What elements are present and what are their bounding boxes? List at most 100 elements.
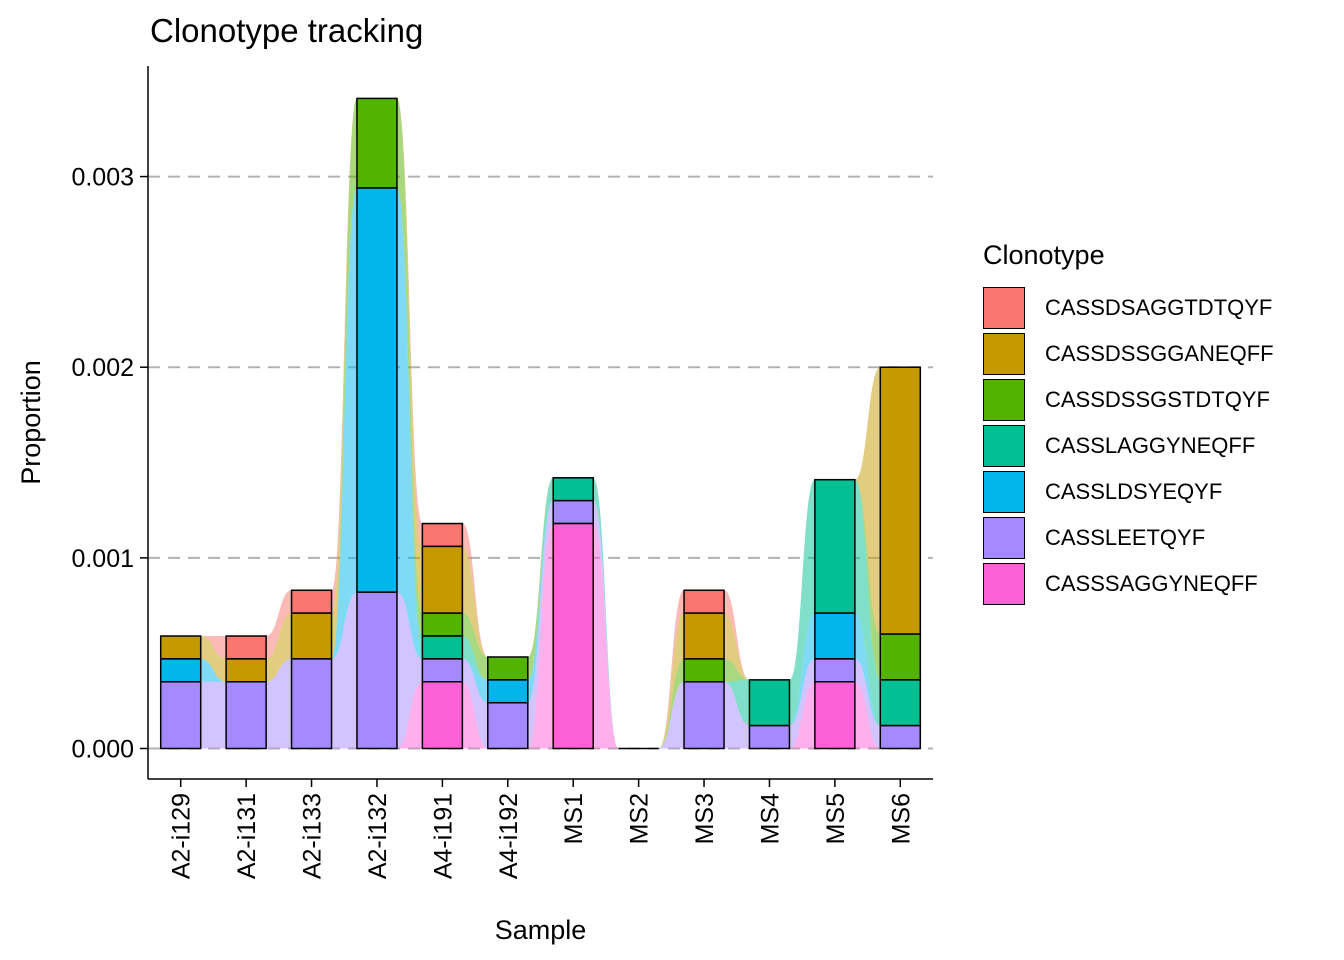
- bar-segment: [814, 478, 856, 614]
- flow-band: [724, 681, 750, 749]
- x-tick-label: MS1: [560, 793, 588, 844]
- bar-segment: [225, 681, 267, 750]
- x-tick-label: A2-i129: [168, 793, 196, 879]
- y-tick-label: 0.003: [71, 164, 134, 192]
- legend-item: CASSSAGGYNEQFF: [983, 561, 1274, 607]
- bar-segment: [879, 724, 922, 750]
- flow-band: [854, 658, 881, 749]
- flow-band: [593, 477, 619, 749]
- x-axis-title: Sample: [495, 915, 587, 945]
- legend-label: CASSLDSYEQYF: [1045, 479, 1223, 504]
- legend-label: CASSDSAGGTDTQYF: [1045, 295, 1273, 320]
- bar-segment: [879, 366, 922, 635]
- x-tick-label: MS3: [691, 793, 719, 844]
- bar-segment: [421, 681, 464, 750]
- flow-band: [396, 188, 423, 659]
- bar-segment: [290, 612, 333, 660]
- legend-swatch: [983, 471, 1025, 513]
- x-tick-label: MS5: [822, 793, 850, 844]
- bar-segment: [421, 658, 464, 683]
- stacked-bars: [159, 97, 922, 750]
- flow-band: [593, 523, 619, 749]
- flow-band: [200, 636, 227, 682]
- flow-band: [854, 479, 881, 726]
- flow-band: [789, 658, 815, 749]
- flow-band: [854, 367, 881, 635]
- flow-band: [462, 523, 488, 657]
- x-tick-label: A2-i133: [299, 793, 327, 879]
- bar-segment: [814, 681, 856, 750]
- bar-segment: [487, 679, 529, 704]
- bar-segment: [487, 656, 529, 681]
- flow-band: [789, 613, 815, 726]
- flow-band: [724, 590, 750, 680]
- flow-band: [658, 658, 685, 749]
- legend-swatch: [983, 563, 1025, 605]
- bar-segment: [552, 499, 594, 525]
- y-tick-label: 0.000: [71, 735, 134, 763]
- legend-item: CASSLEETQYF: [983, 515, 1274, 561]
- flow-band: [854, 613, 881, 726]
- bar-segment: [159, 635, 202, 660]
- bar-segment: [748, 679, 791, 727]
- flow-band: [462, 658, 488, 749]
- bar-segment: [421, 635, 464, 660]
- bar-segment: [879, 679, 922, 727]
- flow-band: [527, 523, 554, 749]
- legend-swatch: [983, 287, 1025, 329]
- y-axis-title: Proportion: [16, 360, 46, 485]
- alluvial-flows: [200, 98, 881, 749]
- flow-band: [331, 188, 357, 659]
- x-tick-label: MS4: [756, 793, 784, 845]
- bar-segment: [683, 612, 725, 660]
- bar-segment: [552, 522, 594, 750]
- bar-segment: [421, 545, 464, 614]
- legend-swatch: [983, 517, 1025, 559]
- legend-swatch: [983, 425, 1025, 467]
- bar-segment: [814, 612, 856, 660]
- legend-item: CASSDSAGGTDTQYF: [983, 285, 1274, 331]
- bar-segment: [421, 522, 464, 548]
- legend-item: CASSLDSYEQYF: [983, 469, 1274, 515]
- bar-segment: [159, 681, 202, 750]
- flow-band: [396, 98, 423, 637]
- legend: Clonotype CASSDSAGGTDTQYF CASSDSSGGANEQFF…: [983, 240, 1274, 607]
- bar-segment: [356, 591, 398, 750]
- flow-band: [724, 613, 750, 680]
- bar-segment: [159, 658, 202, 683]
- flow-band: [462, 613, 488, 680]
- legend-swatch: [983, 333, 1025, 375]
- bar-segment: [683, 589, 725, 614]
- legend-label: CASSDSSGSTDTQYF: [1045, 387, 1270, 412]
- bar-segment: [290, 589, 333, 614]
- flow-band: [331, 592, 357, 749]
- legend-item: CASSDSSGGANEQFF: [983, 331, 1274, 377]
- bar-segment: [879, 633, 922, 681]
- flow-band: [658, 681, 685, 749]
- flow-band: [527, 500, 554, 749]
- x-tick-label: A2-i131: [233, 793, 261, 879]
- flow-band: [527, 477, 554, 680]
- flow-band: [266, 590, 292, 659]
- x-tick-label: MS2: [626, 793, 654, 844]
- chart-title: Clonotype tracking: [150, 12, 424, 49]
- legend-title: Clonotype: [983, 240, 1105, 270]
- x-tick-label: A4-i192: [495, 793, 523, 879]
- bar-segment: [814, 658, 856, 683]
- bar-segment: [487, 701, 529, 750]
- y-tick-label: 0.002: [71, 354, 134, 382]
- flow-band: [200, 658, 227, 682]
- flow-band: [724, 658, 750, 682]
- flow-band: [789, 681, 815, 749]
- legend-swatch: [983, 379, 1025, 421]
- flow-band: [854, 681, 881, 749]
- x-tick-label: MS6: [887, 793, 915, 844]
- legend-items: CASSDSAGGTDTQYF CASSDSSGGANEQFF CASSDSSGST…: [983, 285, 1274, 607]
- legend-item: CASSDSSGSTDTQYF: [983, 377, 1274, 423]
- flow-band: [396, 592, 423, 749]
- flow-band: [200, 681, 227, 749]
- y-tick-label: 0.001: [71, 545, 134, 573]
- bar-segment: [356, 97, 398, 189]
- flow-band: [462, 681, 488, 749]
